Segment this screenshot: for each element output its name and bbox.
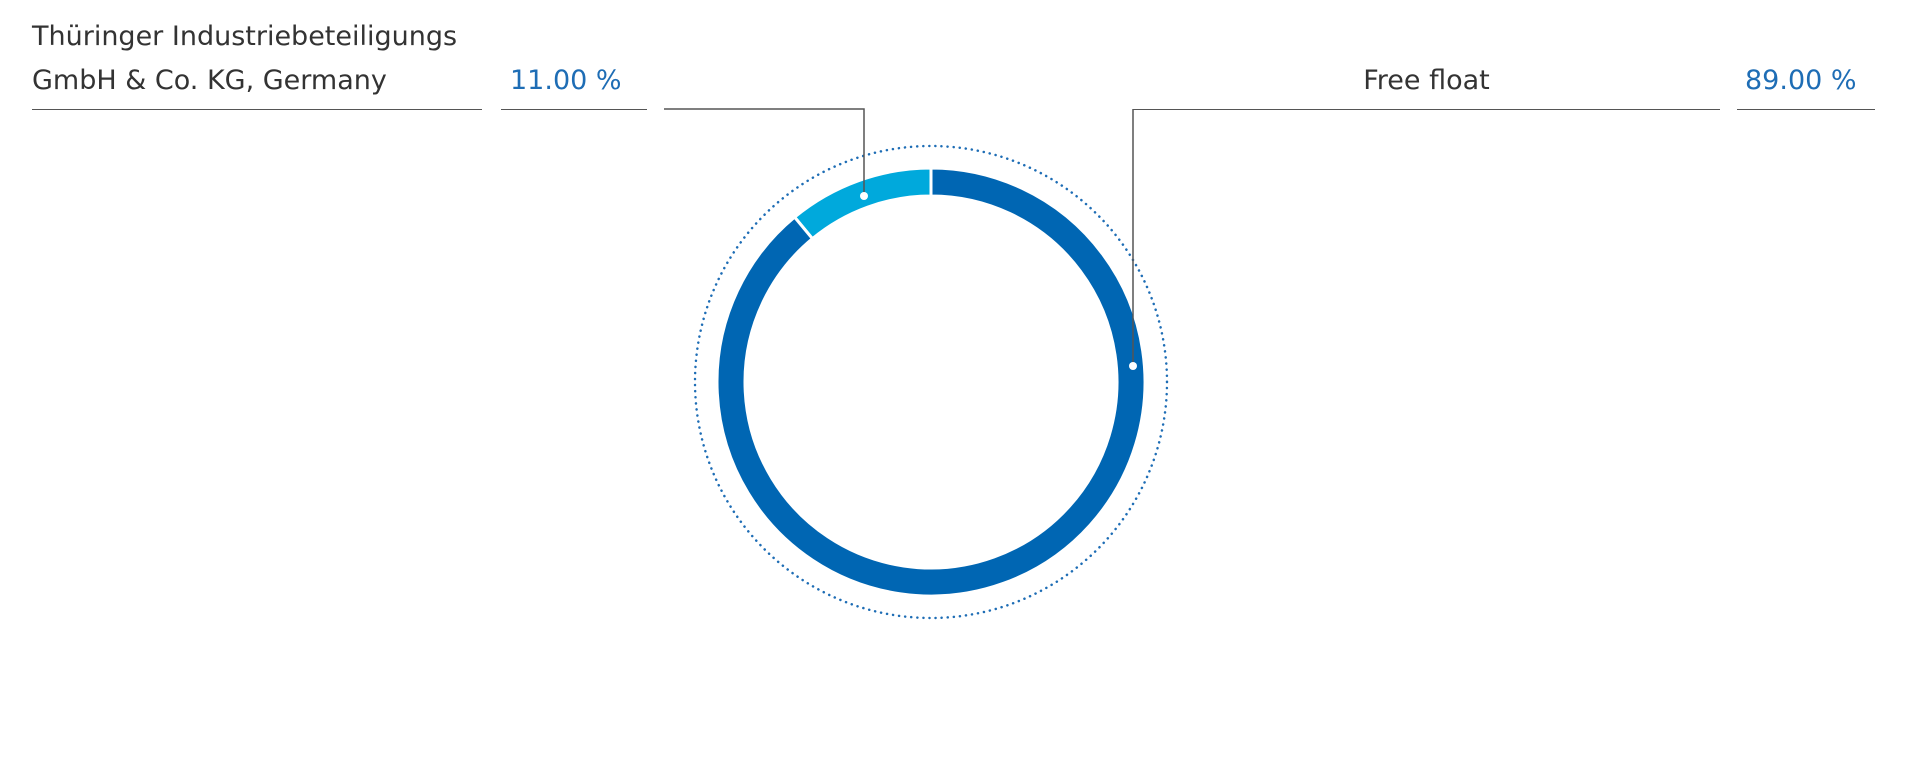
slice [792,166,933,241]
leader-dot [860,192,868,200]
rule [1133,109,1720,110]
category-label: Thüringer Industriebeteiligungs GmbH & C… [32,21,458,96]
rule [32,109,482,110]
leader-line [664,108,865,196]
leader-dot [1129,362,1137,370]
dotted-ring [693,144,1169,620]
slice [715,166,1147,598]
value-label: 89.00 % [1745,65,1857,96]
rule [1737,109,1875,110]
rule [501,109,647,110]
slices [715,166,1147,598]
value-label: 11.00 % [510,65,622,96]
category-label: Free float [1363,65,1490,96]
